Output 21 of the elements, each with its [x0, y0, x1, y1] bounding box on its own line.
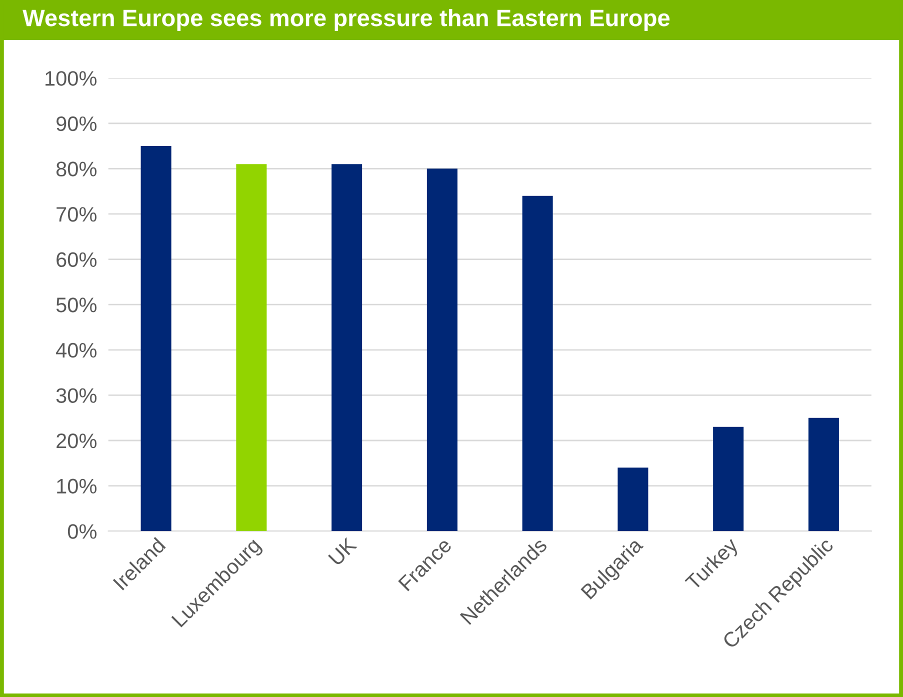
y-tick-label: 70%: [56, 206, 97, 222]
y-tick-label: 60%: [56, 252, 97, 268]
y-tick-label: 50%: [56, 298, 97, 312]
bar: [236, 164, 267, 532]
y-tick-label: 40%: [56, 342, 97, 358]
bar: [618, 468, 648, 532]
x-tick-label: UK: [328, 536, 358, 566]
y-tick-label: 80%: [56, 162, 97, 176]
chart-title: Western Europe sees more pressure than Eastern Europe: [22, 8, 670, 32]
bar: [522, 196, 553, 532]
y-tick-label: 10%: [57, 478, 97, 494]
bar: [332, 164, 362, 532]
y-tick-label: 30%: [56, 388, 97, 403]
bar: [140, 146, 172, 532]
y-tick-label: 90%: [56, 116, 97, 132]
bar: [426, 168, 458, 532]
bar: [808, 418, 839, 532]
y-tick-label: 0%: [68, 524, 97, 539]
y-tick-label: 20%: [56, 434, 97, 448]
y-tick-label: 100%: [46, 71, 97, 86]
bar: [713, 426, 744, 532]
